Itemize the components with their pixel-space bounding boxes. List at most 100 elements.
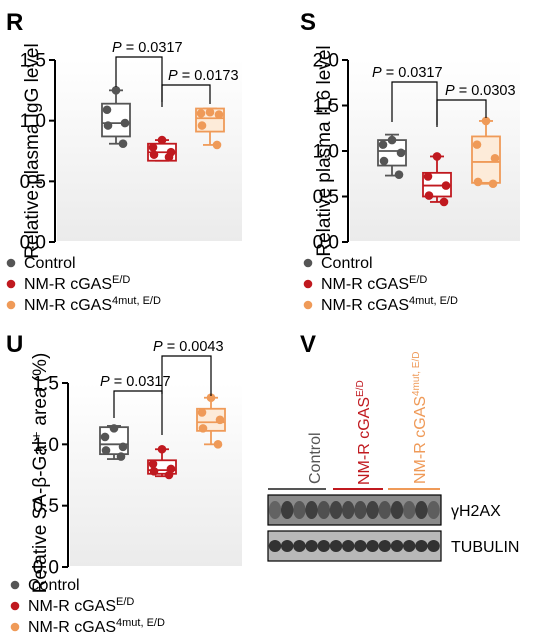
legend-label: Control (24, 255, 76, 272)
data-point (196, 109, 206, 118)
blot-row-label: γH2AX (451, 503, 501, 520)
p-value: = 0.0043 (163, 339, 224, 355)
legend-label: NM-R cGAS (28, 619, 116, 636)
legend-marker (6, 258, 16, 268)
p-value-label: P = 0.0317 (372, 65, 443, 81)
legend-entry: Control (28, 577, 80, 594)
y-tick-label: 1.0 (20, 111, 46, 132)
lane-label-superscript: 4mut, E/D (411, 352, 422, 396)
data-point (439, 197, 449, 207)
data-point (378, 140, 388, 149)
blot-band (342, 540, 355, 552)
panel-letter: U (6, 331, 23, 358)
data-point (118, 139, 128, 149)
blot-band (329, 501, 343, 519)
legend-superscript: E/D (409, 274, 427, 286)
legend-label: NM-R cGAS (24, 276, 112, 293)
p-value-label: P = 0.0173 (168, 68, 239, 84)
lane-label-superscript: E/D (355, 380, 366, 397)
blot-band (342, 501, 355, 519)
data-point (164, 470, 174, 480)
legend-label: NM-R cGAS (24, 297, 112, 314)
blot-band (268, 540, 282, 552)
data-point (118, 442, 128, 452)
blot-band (317, 540, 330, 552)
y-tick-label: 1.5 (20, 51, 46, 72)
legend-entry: NM-R cGAS4mut, E/D (28, 617, 165, 636)
y-axis-label: Relative plasma IL6 level (314, 45, 335, 256)
legend-entry: NM-R cGASE/D (321, 274, 427, 293)
legend-superscript: 4mut, E/D (409, 295, 458, 307)
legend-label: NM-R cGAS (28, 598, 116, 615)
data-point (111, 86, 121, 95)
legend-entry: NM-R cGASE/D (24, 274, 130, 293)
legend-entry: Control (321, 255, 373, 272)
blot-band (305, 540, 318, 552)
blot-band (427, 501, 440, 519)
blot-band (281, 540, 294, 552)
y-tick-label: 2.0 (313, 51, 339, 72)
data-point (214, 110, 224, 119)
data-point (432, 152, 442, 161)
data-point (102, 105, 112, 115)
significance-bracket (113, 390, 163, 435)
legend-label: NM-R cGAS (321, 276, 409, 293)
data-point (424, 191, 434, 200)
legend-entry: NM-R cGASE/D (28, 596, 134, 615)
data-point (116, 452, 126, 461)
y-tick-label: 1.0 (313, 142, 339, 163)
legend-superscript: 4mut, E/D (112, 295, 161, 307)
blot-band (293, 501, 306, 519)
legend-marker (10, 622, 20, 632)
y-tick-label: 1.0 (33, 435, 59, 456)
y-tick-label: 0.0 (20, 233, 46, 254)
legend-marker (6, 300, 16, 310)
significance-bracket (436, 99, 487, 125)
p-symbol: P (153, 339, 163, 355)
legend-entry: NM-R cGAS4mut, E/D (24, 295, 161, 314)
blot-band (293, 540, 306, 552)
blot-band (415, 501, 428, 519)
data-point (157, 135, 167, 145)
legend-entry: NM-R cGAS4mut, E/D (321, 295, 458, 314)
p-value-label: P = 0.0043 (153, 339, 224, 355)
data-point (149, 467, 159, 476)
p-symbol: P (372, 65, 382, 81)
legend-marker (6, 279, 16, 289)
blot-row-label: TUBULIN (451, 539, 519, 556)
data-point (423, 172, 433, 181)
data-point (394, 170, 404, 179)
p-symbol: P (445, 83, 455, 99)
panel-letter: V (300, 331, 316, 358)
p-value: = 0.0317 (110, 374, 171, 390)
data-point (148, 143, 158, 152)
p-value: = 0.0317 (382, 65, 443, 81)
y-axis-label: Relative plasma IgG level (22, 43, 43, 258)
panel-letter: R (6, 9, 23, 36)
y-tick-label: 0.0 (313, 233, 339, 254)
y-axis-label: Relative SA-β-Gal⁺ area (%) (30, 353, 51, 594)
data-point (441, 181, 451, 190)
blot-band (390, 501, 404, 519)
blot-band (378, 501, 391, 519)
data-point (488, 179, 498, 189)
legend-label: Control (28, 577, 80, 594)
data-point (473, 177, 483, 187)
blot-band (378, 540, 391, 552)
legend-marker (303, 279, 313, 289)
legend-entry: Control (24, 255, 76, 272)
data-point (197, 121, 207, 130)
legend-superscript: E/D (112, 274, 130, 286)
data-point (157, 444, 167, 454)
data-point (198, 424, 208, 433)
data-point (481, 116, 491, 126)
blot-band (366, 501, 379, 519)
data-point (101, 446, 111, 455)
blot-band (403, 540, 416, 552)
blot-band (403, 501, 416, 519)
